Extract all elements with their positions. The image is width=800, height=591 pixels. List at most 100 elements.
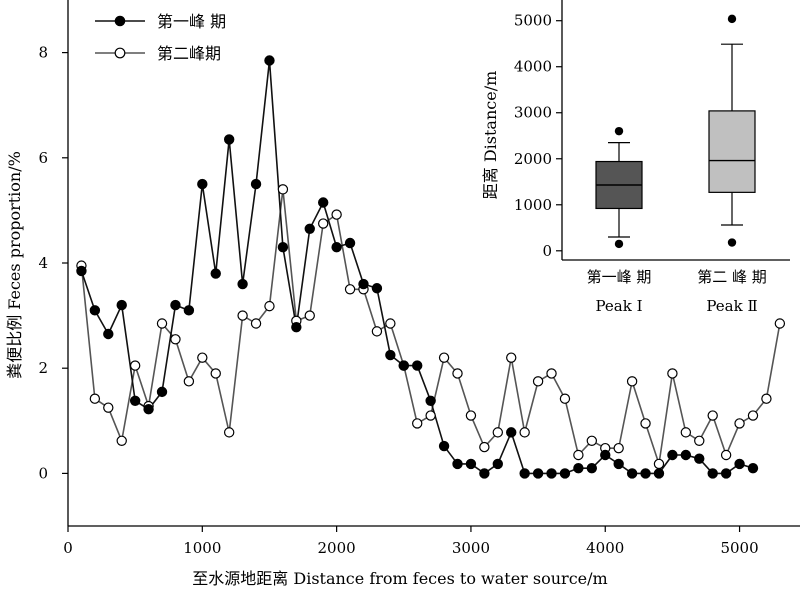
series-2-point-8 (183, 376, 195, 387)
inset-y-tick-label-2: 2000 (514, 150, 552, 168)
y-axis-title: 粪便比例 Feces proportion/% (5, 151, 24, 379)
series-1-point-32 (506, 427, 517, 438)
series-1-point-50 (747, 462, 759, 474)
series-2-point-43 (653, 458, 665, 470)
series-2-point-26 (425, 410, 436, 421)
series-1-point-33 (519, 468, 530, 479)
series-2-point-27 (438, 352, 450, 363)
series-2-point-47 (707, 410, 718, 421)
series-1-point-15 (277, 242, 289, 253)
series-1-point-11 (223, 134, 235, 145)
series-1-point-28 (452, 458, 463, 470)
series-2-point-36 (559, 393, 571, 404)
y-tick-label-1: 2 (38, 359, 48, 377)
series-1-point-3 (116, 299, 127, 311)
series-2-point-45 (680, 427, 692, 438)
series-1-point-45 (680, 449, 692, 461)
series-1-point-48 (720, 468, 732, 479)
series-1-point-22 (371, 283, 383, 294)
series-2-point-46 (694, 435, 705, 446)
box-1-outlier-0 (614, 126, 624, 136)
series-2-point-13 (250, 318, 262, 329)
series-2-point-28 (452, 368, 463, 379)
inset-category-sublabel-1: Peak Ⅰ (595, 297, 642, 315)
series-2-point-37 (573, 449, 584, 461)
box-2-body (708, 110, 756, 193)
series-2-point-22 (371, 326, 383, 337)
inset-boxes (595, 14, 756, 249)
series-2-point-33 (519, 427, 530, 438)
series-1-point-37 (573, 462, 584, 474)
series-1-point-19 (331, 242, 342, 253)
series-2-point-7 (170, 334, 181, 345)
series-1-point-34 (532, 468, 544, 479)
series-1-point-29 (465, 458, 477, 470)
series-2-point-25 (412, 418, 423, 429)
series-1-point-2 (103, 328, 114, 340)
series-2-point-1 (89, 393, 101, 404)
series-1-point-21 (358, 278, 369, 290)
inset-boxplot: 0 1000 2000 3000 4000 5000 第一峰 期 Peak Ⅰ 第二 峰 … (481, 0, 790, 315)
inset-axis-ticks: 0 1000 2000 3000 4000 5000 (514, 12, 562, 260)
x-tick-label-1: 1000 (183, 539, 221, 557)
series-1-point-40 (613, 458, 624, 470)
series-2-point-4 (129, 360, 141, 371)
series-1-point-44 (667, 449, 678, 461)
legend-marker-series-2 (114, 47, 126, 59)
series-1-point-43 (653, 468, 665, 479)
series-1-point-49 (734, 458, 745, 470)
series-2-point-15 (277, 184, 289, 195)
series-1-point-1 (89, 305, 101, 316)
series-1-point-23 (385, 349, 396, 361)
series-1-point-17 (304, 223, 315, 235)
series-2-point-6 (156, 318, 168, 329)
series-2-point-44 (667, 368, 678, 379)
series-1-point-9 (197, 178, 208, 190)
series-2-point-14 (264, 300, 275, 312)
series-1-point-12 (237, 278, 248, 290)
inset-y-tick-label-1: 1000 (514, 196, 552, 214)
series-1-point-5 (143, 404, 154, 415)
series-1-point-46 (694, 453, 705, 464)
inset-y-tick-label-3: 3000 (514, 104, 552, 122)
series-2-point-3 (116, 435, 127, 446)
series-2-point-20 (344, 284, 356, 295)
x-axis-title: 至水源地距离 Distance from feces to water sour… (192, 569, 607, 588)
series-2-point-51 (761, 393, 772, 404)
series-1-point-20 (344, 237, 356, 249)
series-2-point-29 (465, 410, 477, 421)
inset-y-tick-label-5: 5000 (514, 12, 552, 30)
series-2-point-11 (223, 427, 235, 438)
y-tick-label-0: 0 (38, 464, 48, 482)
series-2-point-32 (506, 352, 517, 363)
series-1-point-14 (264, 55, 275, 66)
series-2-point-35 (546, 368, 557, 379)
legend: 第一峰 期 第二峰期 (95, 12, 226, 63)
series-line-2 (80, 188, 781, 465)
inset-category-label-2: 第二 峰 期 (697, 268, 767, 286)
series-1-point-35 (546, 468, 557, 479)
series-2-point-49 (734, 418, 745, 429)
y-tick-label-4: 8 (38, 44, 48, 62)
box-2-outlier-1 (727, 238, 737, 247)
y-tick-label-3: 6 (38, 149, 48, 167)
series-1-point-27 (438, 440, 450, 452)
series-1-point-13 (250, 178, 262, 190)
x-tick-label-5: 5000 (720, 539, 758, 557)
series-line-1 (80, 59, 754, 475)
series-2-point-40 (613, 442, 624, 454)
series-2-point-42 (640, 418, 651, 429)
legend-marker-series-1 (114, 15, 126, 27)
legend-label-series-1: 第一峰 期 (157, 12, 226, 31)
series-2-point-50 (747, 410, 759, 421)
series-2-point-23 (385, 318, 396, 329)
series-1-point-25 (412, 360, 423, 371)
series-2-point-34 (532, 376, 544, 387)
series-2-point-17 (304, 310, 315, 321)
series-1-point-8 (183, 305, 195, 316)
inset-y-tick-label-4: 4000 (514, 58, 552, 76)
inset-category-label-1: 第一峰 期 (587, 268, 652, 286)
series-2-point-38 (586, 435, 598, 446)
series-1-point-38 (586, 462, 598, 474)
series-1-point-0 (76, 265, 87, 277)
